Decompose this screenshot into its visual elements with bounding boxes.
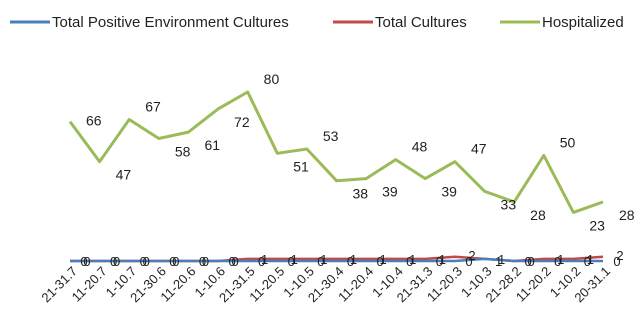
- data-label-hospitalized-9: 38: [353, 186, 369, 202]
- data-label-cultures-7: 1: [291, 252, 298, 267]
- data-label-env-10: 0: [376, 254, 383, 269]
- data-label-hospitalized-6: 80: [264, 71, 280, 87]
- data-label-hospitalized-0: 66: [86, 113, 102, 129]
- data-label-env-12: 0: [436, 254, 443, 269]
- data-label-hospitalized-3: 58: [175, 143, 191, 159]
- data-label-hospitalized-17: 23: [589, 217, 605, 233]
- data-label-hospitalized-18: 28: [619, 207, 635, 223]
- data-label-env-7: 0: [288, 254, 295, 269]
- data-label-hospitalized-13: 47: [471, 141, 487, 157]
- data-label-cultures-8: 1: [320, 252, 327, 267]
- data-label-cultures-13: 2: [468, 248, 475, 263]
- data-label-env-13: 0: [465, 254, 472, 269]
- data-label-env-15: 0: [525, 254, 532, 269]
- data-label-env-11: 0: [406, 254, 413, 269]
- data-label-hospitalized-2: 67: [145, 98, 161, 114]
- data-label-hospitalized-5: 72: [234, 114, 250, 130]
- data-label-hospitalized-4: 61: [204, 137, 220, 153]
- data-labels: 66 47 67 58 61 72 80 51 53 38 39 48 39 47 33 28 50 23 28 0 0…: [80, 71, 634, 269]
- data-label-cultures-0: 0: [83, 254, 90, 269]
- data-label-cultures-3: 0: [172, 254, 179, 269]
- data-label-cultures-5: 0: [231, 254, 238, 269]
- series-line-2: [68, 90, 604, 214]
- data-label-cultures-10: 1: [379, 252, 386, 267]
- data-label-env-8: 0: [317, 254, 324, 269]
- data-label-env-16: 0: [554, 254, 561, 269]
- data-label-hospitalized-11: 48: [412, 139, 428, 155]
- data-label-cultures-1: 0: [113, 254, 120, 269]
- data-label-cultures-12: 1: [439, 252, 446, 267]
- legend-label-0: Total Positive Environment Cultures: [52, 14, 289, 31]
- data-label-cultures-6: 1: [261, 252, 268, 267]
- data-label-cultures-9: 1: [350, 252, 357, 267]
- data-label-hospitalized-8: 53: [323, 128, 339, 144]
- x-tick-labels: 21-31.711-20.71-10.721-30.611-20.61-10.6…: [38, 264, 613, 306]
- data-label-hospitalized-16: 50: [560, 134, 576, 150]
- data-label-env-1: 0: [110, 254, 117, 269]
- data-label-env-0: 0: [80, 254, 87, 269]
- data-label-hospitalized-14: 33: [501, 196, 517, 212]
- data-label-hospitalized-10: 39: [382, 184, 398, 200]
- data-label-cultures-11: 1: [409, 252, 416, 267]
- data-label-env-2: 0: [140, 254, 147, 269]
- data-label-env-5: 0: [228, 254, 235, 269]
- data-label-env-14: 1: [495, 254, 502, 269]
- data-label-env-17: 0: [584, 254, 591, 269]
- chart-legend: Total Positive Environment Cultures Total…: [10, 14, 624, 31]
- data-label-hospitalized-15: 28: [530, 207, 546, 223]
- data-label-env-6: 0: [258, 254, 265, 269]
- data-label-env-9: 0: [347, 254, 354, 269]
- data-label-env-4: 0: [199, 254, 206, 269]
- data-label-cultures-15: 0: [528, 254, 535, 269]
- data-label-cultures-16: 1: [557, 252, 564, 267]
- data-label-cultures-17: 1: [587, 252, 594, 267]
- data-label-cultures-18: 2: [616, 248, 623, 263]
- data-label-env-3: 0: [169, 254, 176, 269]
- series-lines: [68, 90, 604, 263]
- legend-label-1: Total Cultures: [375, 14, 467, 31]
- data-label-hospitalized-7: 51: [293, 158, 309, 174]
- data-label-env-18: 0: [613, 254, 620, 269]
- data-label-hospitalized-1: 47: [116, 167, 132, 183]
- data-label-cultures-14: 1: [498, 252, 505, 267]
- data-label-cultures-4: 0: [202, 254, 209, 269]
- series-line-0: [70, 257, 603, 263]
- data-label-hospitalized-12: 39: [441, 184, 457, 200]
- data-label-cultures-2: 0: [143, 254, 150, 269]
- legend-label-2: Hospitalized: [542, 14, 624, 31]
